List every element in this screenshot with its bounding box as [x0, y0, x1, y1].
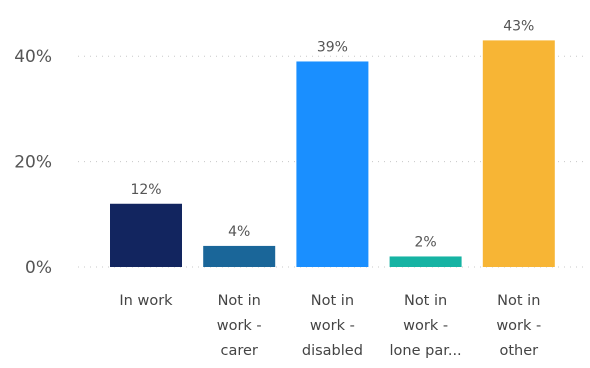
x-category-label-line: other — [499, 343, 538, 359]
x-category-label-line: Not in — [497, 293, 540, 309]
data-labels: 12% 4% 39% 2% 43% — [130, 18, 534, 250]
data-label: 12% — [130, 182, 161, 198]
x-category-label: Not in work - other — [496, 293, 541, 359]
y-tick-label: 0% — [25, 258, 52, 278]
x-category-label-line: Not in — [311, 293, 354, 309]
data-label: 4% — [228, 224, 250, 240]
bar — [389, 256, 462, 267]
bars — [110, 40, 555, 267]
x-axis-categories: In work Not in work - carer Not in work - disa… — [119, 293, 541, 359]
bar — [110, 203, 182, 267]
bar — [482, 40, 555, 267]
x-category-label-line: work - — [217, 318, 262, 334]
y-tick-label: 20% — [14, 153, 52, 173]
x-category-label: Not in work - lone par... — [390, 293, 462, 359]
data-label: 39% — [317, 39, 348, 55]
x-category-label-line: lone par... — [390, 343, 462, 359]
x-category-label-line: Not in — [218, 293, 261, 309]
x-category-label-line: work - — [310, 318, 355, 334]
data-label: 2% — [414, 234, 436, 250]
x-category-label-line: carer — [221, 343, 258, 359]
x-category-label-line: disabled — [302, 343, 363, 359]
x-category-label: In work — [119, 293, 173, 309]
x-category-label: Not in work - carer — [217, 293, 262, 359]
x-category-label-line: work - — [403, 318, 448, 334]
y-axis-ticks: 0% 20% 40% — [14, 47, 52, 278]
data-label: 43% — [503, 18, 534, 34]
x-category-label-line: work - — [496, 318, 541, 334]
x-category-label-line: Not in — [404, 293, 447, 309]
y-tick-label: 40% — [14, 47, 52, 67]
x-category-label-line: In work — [119, 293, 173, 309]
bar — [203, 245, 276, 267]
bar — [296, 61, 369, 267]
x-category-label: Not in work - disabled — [302, 293, 363, 359]
